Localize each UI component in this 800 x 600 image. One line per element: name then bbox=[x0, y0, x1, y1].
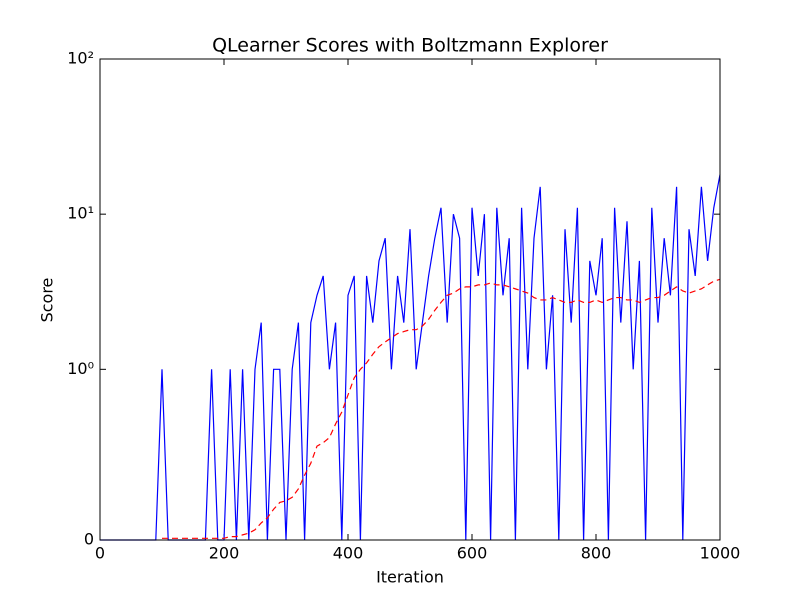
chart-title: QLearner Scores with Boltzmann Explorer bbox=[212, 35, 608, 57]
x-tick-label: 0 bbox=[95, 544, 105, 563]
y-tick-label: 10¹ bbox=[67, 204, 94, 223]
x-tick-label: 200 bbox=[209, 544, 240, 563]
y-tick-label: 0 bbox=[84, 530, 94, 549]
data-line bbox=[162, 278, 721, 539]
y-axis-label: Score bbox=[38, 278, 57, 323]
y-tick-label: 10² bbox=[67, 49, 94, 68]
y-tick-label: 10⁰ bbox=[67, 359, 94, 378]
x-axis-label: Iteration bbox=[376, 568, 444, 587]
x-tick-label: 1000 bbox=[700, 544, 741, 563]
x-tick-label: 800 bbox=[581, 544, 612, 563]
plot-frame bbox=[99, 58, 721, 541]
x-tick-label: 600 bbox=[457, 544, 488, 563]
x-tick-label: 400 bbox=[333, 544, 364, 563]
